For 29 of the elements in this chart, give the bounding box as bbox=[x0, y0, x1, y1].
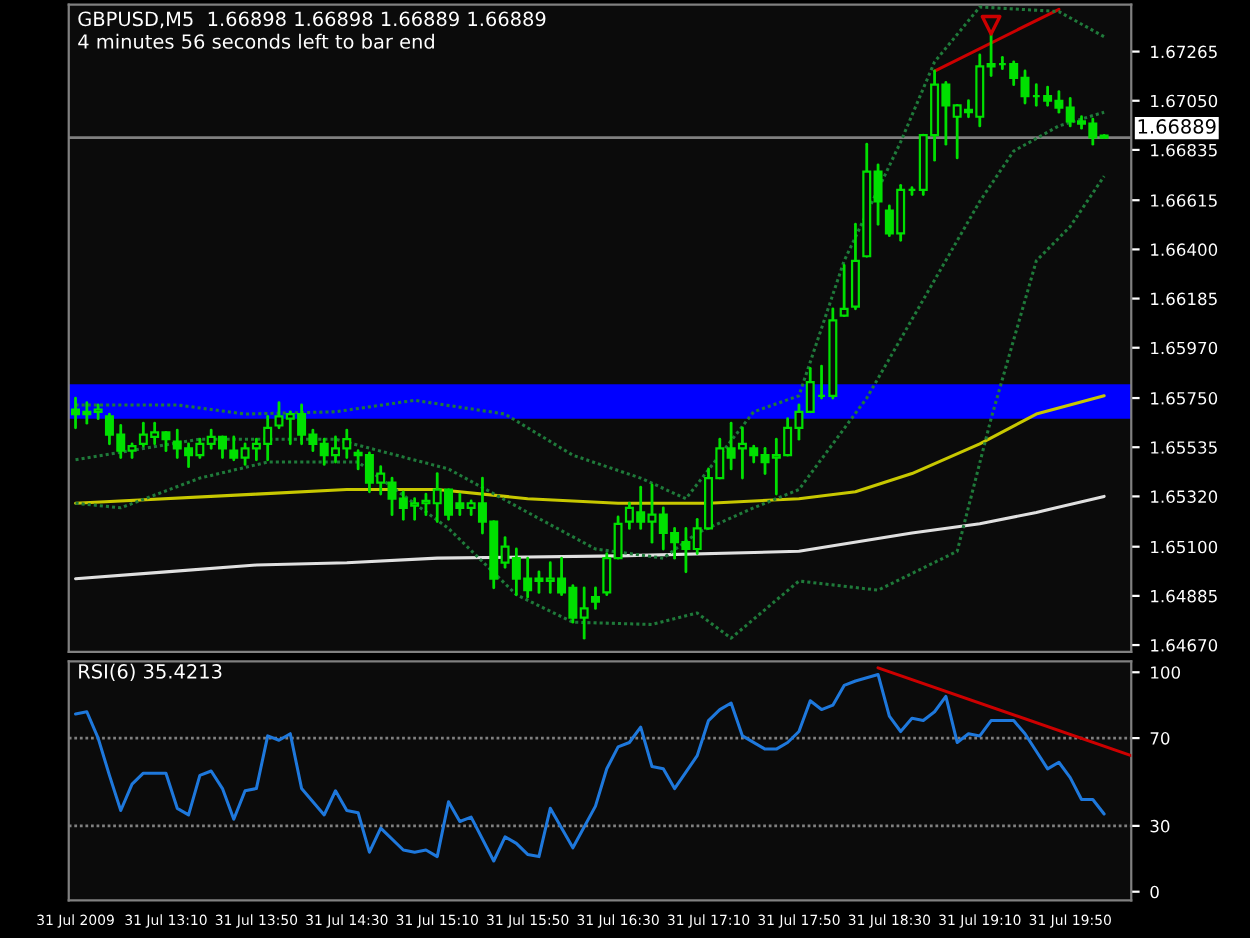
y-tick-label: 0 bbox=[1150, 885, 1159, 899]
line-series bbox=[74, 394, 1106, 505]
candlestick bbox=[590, 586, 600, 610]
y-tick-label: 1.65100 bbox=[1151, 540, 1218, 554]
candlestick bbox=[839, 264, 849, 318]
y-tick-label: 1.65750 bbox=[1151, 392, 1218, 405]
y-tick-label: 1.66185 bbox=[1151, 292, 1217, 306]
y-tick-label: 30 bbox=[1150, 819, 1170, 833]
ref-line-label: 1.66889 bbox=[1138, 119, 1216, 134]
y-tick-label: 1.66615 bbox=[1151, 194, 1217, 207]
y-tick-label: 1.64670 bbox=[1151, 639, 1218, 652]
candlestick bbox=[850, 222, 860, 311]
y-tick-label: 1.64885 bbox=[1151, 589, 1217, 603]
chart-title: RSI(6) 35.4213 bbox=[79, 663, 222, 682]
y-tick-label: 100 bbox=[1151, 666, 1181, 679]
line-series bbox=[74, 5, 1106, 501]
text: 4 minutes 56 seconds left to bar end bbox=[78, 33, 434, 49]
y-tick-label: 1.65535 bbox=[1151, 441, 1217, 454]
y-tick-label: 1.66400 bbox=[1151, 243, 1218, 256]
y-tick-label: 1.66835 bbox=[1151, 143, 1217, 157]
y-tick-label: 1.65320 bbox=[1151, 490, 1218, 503]
line-series bbox=[74, 174, 1106, 640]
line-series bbox=[74, 110, 1106, 560]
chart-title: GBPUSD,M5 1.66898 1.66898 1.66889 1.66889 bbox=[78, 11, 546, 29]
y-tick-label: 1.67265 bbox=[1151, 45, 1217, 59]
line-series bbox=[74, 494, 1106, 581]
y-tick-label: 1.65970 bbox=[1151, 341, 1218, 355]
y-tick-label: 70 bbox=[1150, 732, 1170, 745]
y-tick-label: 1.67050 bbox=[1151, 94, 1218, 108]
